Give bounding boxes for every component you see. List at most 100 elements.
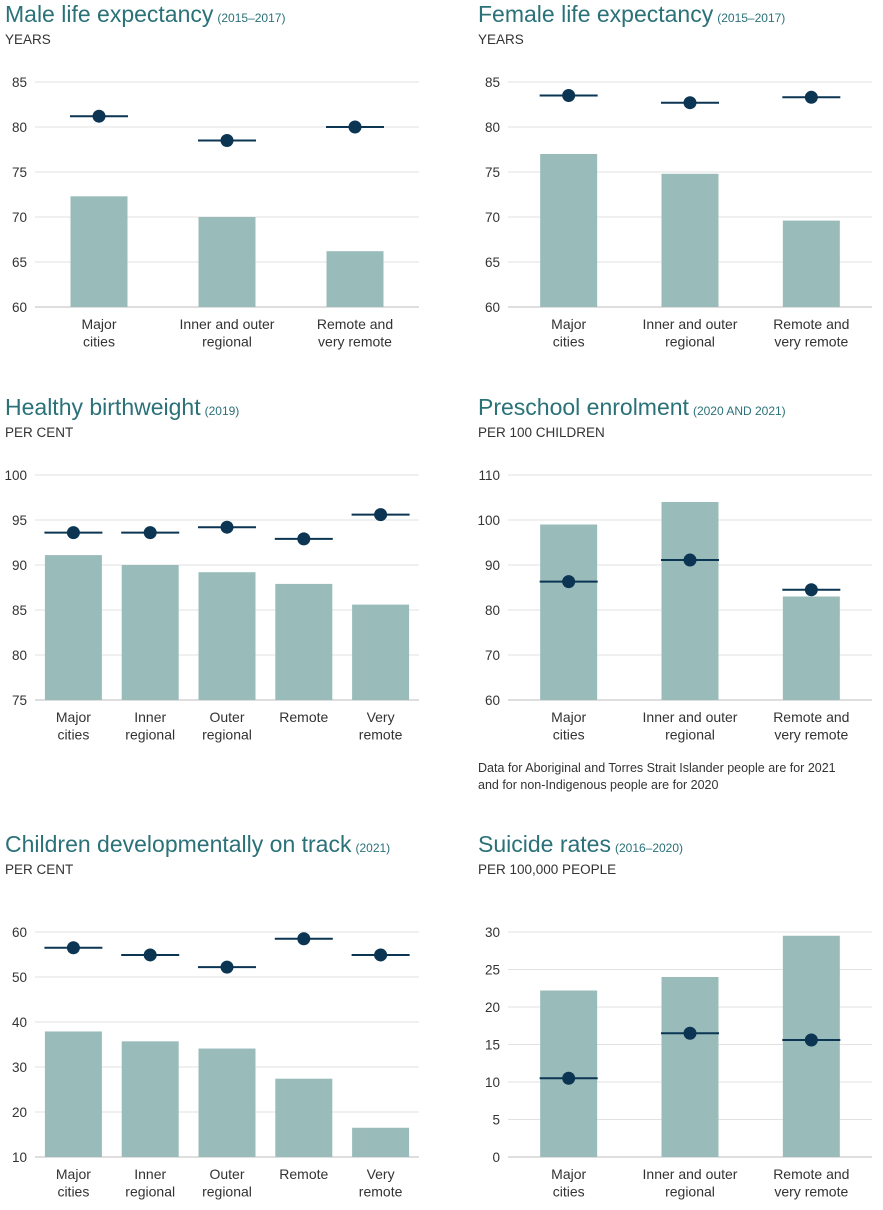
x-tick-label: Major <box>551 1166 586 1182</box>
x-tick-label: remote <box>359 727 403 743</box>
y-tick-label: 100 <box>4 468 27 483</box>
chart-title: Female life expectancy (2015–2017) <box>478 0 785 32</box>
bar <box>275 583 333 700</box>
bar <box>121 565 179 700</box>
y-tick-label: 85 <box>485 75 500 90</box>
y-tick-label: 75 <box>12 165 27 180</box>
y-tick-label: 80 <box>485 120 500 135</box>
note-line: and for non-Indigenous people are for 20… <box>478 778 719 792</box>
x-tick-label: very remote <box>774 334 848 350</box>
chart-panel-healthy-birthweight: Healthy birthweight (2019) PER CENT 75 80 8… <box>4 393 425 753</box>
y-tick-label: 70 <box>485 648 500 663</box>
x-tick-label: cities <box>83 334 115 350</box>
y-tick-label: 15 <box>485 1038 500 1053</box>
chart-title: Suicide rates (2016–2020) <box>478 830 683 862</box>
marker-dot <box>92 109 106 123</box>
chart-panel-female-life-expectancy: Female life expectancy (2015–2017) YEARS … <box>478 0 878 360</box>
chart-unit-label: PER 100,000 PEOPLE <box>478 862 617 877</box>
x-tick-label: Very <box>367 709 395 725</box>
chart-svg-female-life-expectancy: 60 65 70 75 80 85 Major cities Inner and outer re… <box>485 75 872 350</box>
x-tick-label: Remote and <box>773 316 849 332</box>
x-tick-label: Major <box>56 709 91 725</box>
y-tick-label: 50 <box>12 970 27 985</box>
y-tick-label: 85 <box>12 603 27 618</box>
marker-dot <box>683 553 697 567</box>
preschool-data-note: Data for Aboriginal and Torres Strait Is… <box>478 760 878 794</box>
chart-title: Male life expectancy (2015–2017) <box>5 0 285 32</box>
chart-panel-children-on-track: Children developmentally on track (2021) … <box>5 830 425 1200</box>
marker-dot <box>297 532 311 546</box>
y-tick-label: 20 <box>485 1000 500 1015</box>
note-line: Data for Aboriginal and Torres Strait Is… <box>478 761 836 775</box>
marker-dot <box>374 508 388 522</box>
bar <box>198 217 256 307</box>
y-tick-label: 10 <box>12 1150 27 1165</box>
marker-dot <box>143 948 157 962</box>
y-tick-label: 95 <box>12 513 27 528</box>
x-tick-label: Remote and <box>317 316 393 332</box>
marker-dot <box>804 583 818 597</box>
y-tick-label: 5 <box>492 1113 500 1128</box>
chart-period: (2016–2020) <box>614 841 684 855</box>
chart-svg-children-on-track: 10 20 30 40 50 60 Major cities Inner regional Oute… <box>12 925 419 1200</box>
marker-dot <box>562 1071 576 1085</box>
x-tick-label: Inner <box>134 709 166 725</box>
marker-dot <box>220 520 234 534</box>
x-tick-label: regional <box>125 727 175 743</box>
marker-dot <box>143 526 157 540</box>
chart-period: (2015–2017) <box>717 11 786 25</box>
chart-panel-male-life-expectancy: Male life expectancy (2015–2017) YEARS 60… <box>5 0 425 360</box>
bar <box>782 596 840 700</box>
chart-period: (2015–2017) <box>217 11 286 25</box>
bar <box>44 1031 102 1157</box>
chart-panel-preschool-enrolment: Preschool enrolment (2020 AND 2021) PER 1… <box>477 393 878 753</box>
x-tick-label: Major <box>551 709 586 725</box>
x-tick-label: Outer <box>209 1166 244 1182</box>
y-tick-label: 60 <box>12 300 27 315</box>
x-tick-label: regional <box>202 334 252 350</box>
x-tick-label: Major <box>551 316 586 332</box>
x-tick-label: Inner and outer <box>643 709 738 725</box>
y-tick-label: 0 <box>492 1150 500 1165</box>
chart-unit-label: PER CENT <box>5 425 74 440</box>
marker-dot <box>297 932 311 946</box>
x-tick-label: Inner and outer <box>643 316 738 332</box>
marker-dot <box>683 1026 697 1040</box>
y-tick-label: 70 <box>485 210 500 225</box>
x-tick-label: cities <box>553 1184 585 1200</box>
chart-svg-male-life-expectancy: 60 65 70 75 80 85 Major cities Inner and outer re… <box>12 75 419 350</box>
y-tick-label: 70 <box>12 210 27 225</box>
bar <box>198 1048 256 1157</box>
bar <box>352 604 410 700</box>
bar <box>661 173 719 307</box>
y-tick-label: 60 <box>485 693 500 708</box>
chart-svg-suicide-rates: 0 5 10 15 20 25 30 Major cities Inner and outer re… <box>485 925 872 1200</box>
chart-title: Preschool enrolment (2020 AND 2021) <box>478 393 786 425</box>
chart-title-text: Preschool enrolment <box>478 394 689 420</box>
y-tick-label: 10 <box>485 1075 500 1090</box>
y-tick-label: 30 <box>12 1060 27 1075</box>
x-tick-label: regional <box>202 727 252 743</box>
x-tick-label: cities <box>57 727 89 743</box>
chart-title-text: Children developmentally on track <box>5 831 352 857</box>
marker-dot <box>683 96 697 110</box>
x-tick-label: Major <box>81 316 116 332</box>
chart-title-text: Male life expectancy <box>5 1 214 27</box>
marker-dot <box>220 960 234 974</box>
chart-svg-healthy-birthweight: 75 80 85 90 95 100 Major cities Inner regional Out… <box>4 468 419 743</box>
y-tick-label: 80 <box>12 648 27 663</box>
y-tick-label: 85 <box>12 75 27 90</box>
y-tick-label: 90 <box>485 558 500 573</box>
y-tick-label: 65 <box>485 255 500 270</box>
y-tick-label: 80 <box>12 120 27 135</box>
x-tick-label: Inner <box>134 1166 166 1182</box>
chart-svg-preschool-enrolment: 60 70 80 90 100 110 Major cities Inner and outer… <box>477 468 872 743</box>
x-tick-label: very remote <box>318 334 392 350</box>
chart-title-text: Healthy birthweight <box>5 394 201 420</box>
bar <box>782 220 840 307</box>
marker-dot <box>562 575 576 589</box>
marker-dot <box>562 89 576 102</box>
y-tick-label: 60 <box>12 925 27 940</box>
chart-period: (2019) <box>204 404 240 418</box>
chart-title: Healthy birthweight (2019) <box>5 393 239 425</box>
